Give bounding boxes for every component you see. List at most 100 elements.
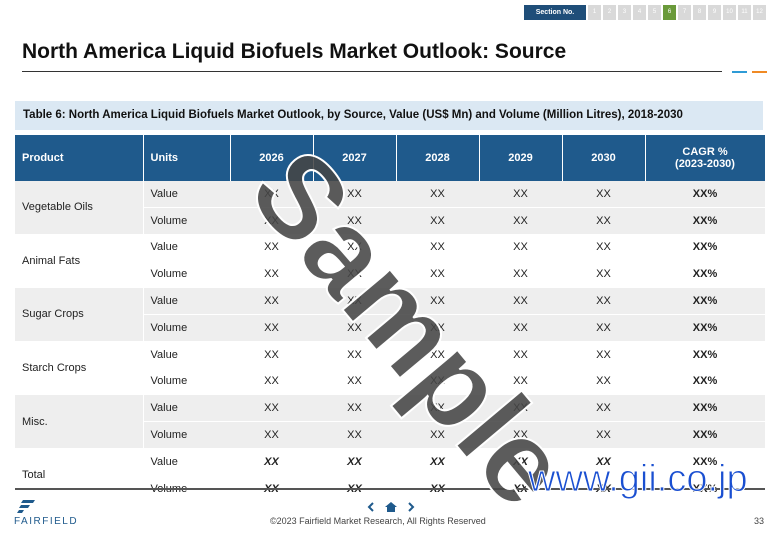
value-cell: XX xyxy=(313,287,396,315)
value-cell: XX xyxy=(313,234,396,262)
cagr-cell: XX% xyxy=(645,421,765,449)
product-cell: Starch Crops xyxy=(15,341,144,396)
section-item: 2 xyxy=(603,5,616,20)
accent xyxy=(752,71,767,73)
product-cell: Misc. xyxy=(15,394,144,449)
page-nav xyxy=(367,502,415,512)
next[interactable] xyxy=(408,502,415,512)
section-item: 3 xyxy=(618,5,631,20)
section-item: 11 xyxy=(738,5,751,20)
title-rule xyxy=(22,71,722,72)
prev[interactable] xyxy=(367,502,374,512)
unit-cell: Value xyxy=(143,287,230,315)
value-cell: XX xyxy=(396,207,479,235)
table-row: Sugar Crops Value XX XX XX XX XX XX% xyxy=(15,287,765,342)
column-header: 2030 xyxy=(562,135,646,181)
value-cell: XX xyxy=(396,421,479,449)
value-cell: XX xyxy=(313,181,396,208)
value-cell: XX xyxy=(562,394,645,423)
site-watermark: www.gii.co.jp xyxy=(528,458,749,501)
table-body: Vegetable Oils Value XX XX XX XX XX XX% Volume XX… xyxy=(15,181,765,503)
table-row: Animal Fats Value XX XX XX XX XX XX% xyxy=(15,234,765,289)
value-cell: XX xyxy=(479,181,562,208)
value-cell: XX xyxy=(562,421,645,449)
value-cell: XX xyxy=(479,368,562,396)
unit-cell: Volume xyxy=(143,421,230,449)
value-cell: XX xyxy=(562,260,645,289)
value-cell: XX xyxy=(562,314,645,342)
value-cell: XX xyxy=(479,421,562,449)
unit-cell: Value xyxy=(143,448,230,476)
value-cell: XX xyxy=(396,341,479,369)
value-cell: XX xyxy=(562,181,645,208)
table-row: Misc. Value XX XX XX XX XX XX% xyxy=(15,394,765,449)
column-header: Units xyxy=(143,135,231,181)
value-cell: XX xyxy=(479,448,562,476)
unit-cell: Volume xyxy=(143,368,230,396)
section-label: Section No. xyxy=(524,5,586,20)
unit-cell: Volume xyxy=(143,314,230,342)
value-cell: XX xyxy=(313,207,396,235)
value-cell: XX xyxy=(562,368,645,396)
value-cell: XX xyxy=(230,314,313,342)
value-cell: XX xyxy=(396,394,479,423)
value-cell: XX xyxy=(230,421,313,449)
value-cell: XX xyxy=(313,421,396,449)
value-cell: XX xyxy=(479,394,562,423)
copyright: ©2023 Fairfield Market Research, All Rig… xyxy=(270,516,486,526)
value-cell: XX xyxy=(562,207,645,235)
value-cell: XX xyxy=(396,314,479,342)
value-cell: XX xyxy=(479,314,562,342)
value-cell: XX xyxy=(396,287,479,315)
value-cell: XX xyxy=(562,448,645,476)
value-cell: XX xyxy=(230,341,313,369)
value-cell: XX xyxy=(230,368,313,396)
unit-cell: Value xyxy=(143,181,230,208)
section-item: 1 xyxy=(588,5,601,20)
value-cell: XX xyxy=(313,314,396,342)
section-item: 6 xyxy=(663,5,676,20)
value-cell: XX xyxy=(230,287,313,315)
value-cell: XX xyxy=(562,234,645,262)
table-row: Total Value XX XX XX XX XX XX% xyxy=(15,448,765,503)
product-cell: Sugar Crops xyxy=(15,287,144,342)
cagr-cell: XX% xyxy=(645,207,765,235)
value-cell: XX xyxy=(313,368,396,396)
table-caption: Table 6: North America Liquid Biofuels M… xyxy=(15,101,763,130)
slide-title: North America Liquid Biofuels Market Out… xyxy=(22,40,567,63)
value-cell: XX xyxy=(396,448,479,476)
section-item: 7 xyxy=(678,5,691,20)
page-number: 33 xyxy=(754,516,765,526)
accent xyxy=(732,71,747,73)
value-cell: XX xyxy=(230,448,313,476)
unit-cell: Value xyxy=(143,234,230,262)
product-cell: Total xyxy=(15,448,144,503)
value-cell: XX xyxy=(479,260,562,289)
table-row: Starch Crops Value XX XX XX XX XX XX% xyxy=(15,341,765,396)
column-header: 2028 xyxy=(396,135,480,181)
column-header: 2029 xyxy=(479,135,563,181)
product-cell: Animal Fats xyxy=(15,234,144,289)
table-row: Vegetable Oils Value XX XX XX XX XX XX% xyxy=(15,181,765,235)
cagr-cell: XX% xyxy=(645,448,765,476)
logo-icon xyxy=(17,500,35,513)
value-cell: XX xyxy=(313,341,396,369)
value-cell: XX xyxy=(313,448,396,476)
section-item: 9 xyxy=(708,5,721,20)
cagr-cell: XX% xyxy=(645,287,765,315)
section-nav: Section No. 1 2 3 4 5 6 7 8 9 10 11 12 xyxy=(524,5,766,20)
unit-cell: Value xyxy=(143,394,230,423)
cagr-cell: XX% xyxy=(645,260,765,289)
data-table: Product Units 2026 2027 2028 2029 2030 CAGR % (… xyxy=(15,135,766,503)
column-header: 2026 xyxy=(230,135,314,181)
value-cell: XX xyxy=(230,394,313,423)
brand: FAIRFIELD xyxy=(14,516,79,527)
value-cell: XX xyxy=(562,341,645,369)
home[interactable] xyxy=(385,502,397,512)
section-item: 10 xyxy=(723,5,736,20)
value-cell: XX xyxy=(479,234,562,262)
value-cell: XX xyxy=(396,234,479,262)
section-item: 12 xyxy=(753,5,766,20)
